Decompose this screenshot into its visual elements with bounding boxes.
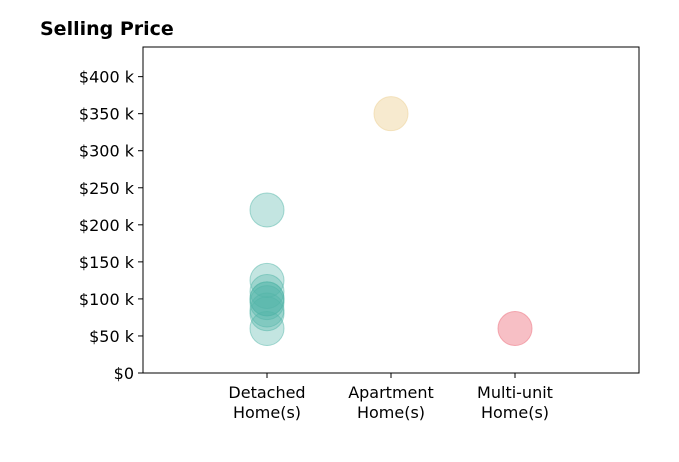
data-point <box>249 311 285 347</box>
data-point <box>373 96 409 132</box>
data-points <box>249 96 533 347</box>
data-point <box>497 311 533 347</box>
plot-frame <box>142 46 640 374</box>
data-point <box>249 274 285 309</box>
y-tick-label: $50 k <box>89 327 135 346</box>
y-tick-label: $350 k <box>79 105 135 124</box>
x-axis: Detached Home(s) Apartment Home(s) Multi-uni… <box>228 373 553 422</box>
y-tick-label: $250 k <box>79 179 135 198</box>
chart-title: Selling Price <box>40 18 174 40</box>
y-tick-label: $0 <box>114 364 134 383</box>
y-tick-label: $200 k <box>79 216 135 235</box>
y-tick-label: $150 k <box>79 253 135 272</box>
x-tick-label: Detached Home(s) <box>228 383 305 422</box>
y-tick-label: $100 k <box>79 290 135 309</box>
x-tick-label: Multi-unit Home(s) <box>477 383 553 422</box>
data-point <box>249 285 285 321</box>
x-tick-label: Apartment Home(s) <box>348 383 434 422</box>
data-point <box>249 192 285 228</box>
y-tick-label: $300 k <box>79 142 135 161</box>
y-tick-label: $400 k <box>79 68 135 87</box>
y-axis: $0 $50 k $100 k $150 k $200 k $250 k $300 k $35… <box>79 68 143 383</box>
data-point <box>249 262 285 298</box>
data-point <box>249 296 285 332</box>
